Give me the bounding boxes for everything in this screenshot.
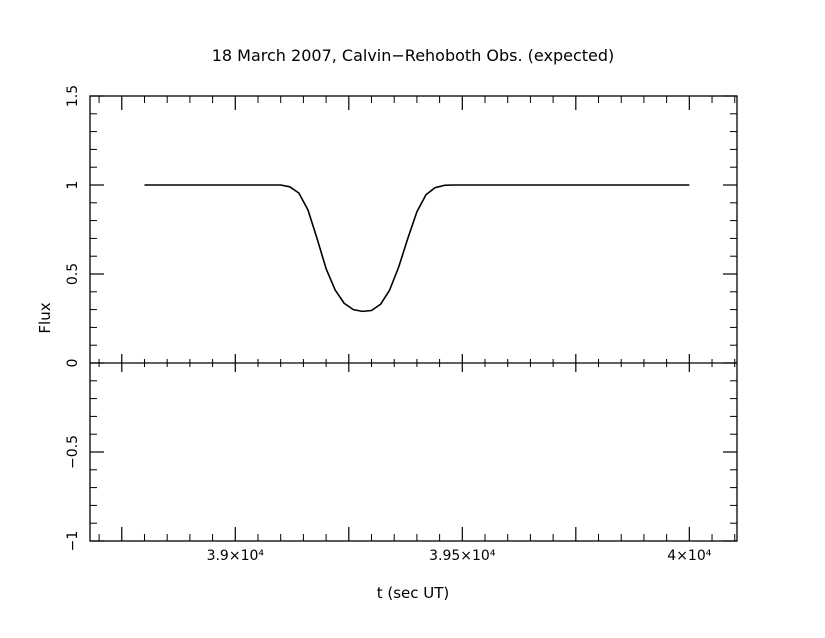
plot-area: 3.9×10⁴ 3.95×10⁴ 4×10⁴ −1 −0.5 0 0.5 1 1.5 [65,85,738,564]
y-tick-label: 0.5 [65,263,81,285]
y-tick-label: 1.5 [65,85,81,107]
plot-frame [89,95,738,542]
y-tick-label: −0.5 [65,435,81,469]
x-tick-label: 4×10⁴ [667,548,711,564]
x-tick-label: 3.9×10⁴ [207,548,265,564]
x-tick-label: 3.95×10⁴ [429,548,496,564]
flux-line [144,184,690,313]
y-tick-label: 1 [65,181,81,190]
x-axis-label: t (sec UT) [377,584,450,602]
y-axis-label: Flux [36,302,54,333]
y-tick-label: 0 [65,359,81,368]
y-tick-label: −1 [65,531,81,552]
chart-title: 18 March 2007, Calvin−Rehoboth Obs. (exp… [212,46,615,65]
